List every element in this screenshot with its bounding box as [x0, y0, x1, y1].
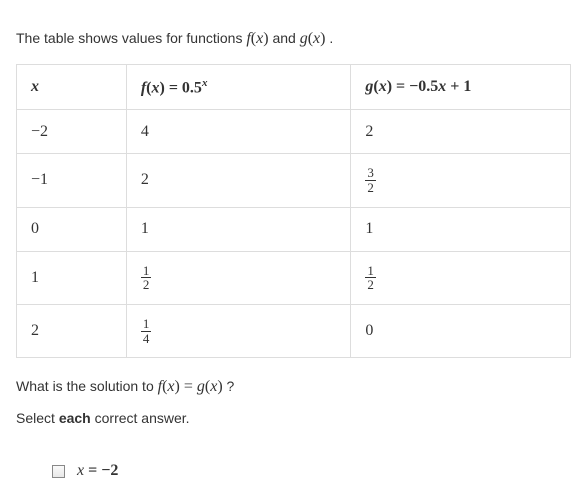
cell-x: 0 — [17, 207, 127, 251]
cell-x: −2 — [17, 110, 127, 154]
table-row: −242 — [17, 110, 571, 154]
f-of-x-inline: f(x) — [246, 30, 268, 47]
cell-x: −1 — [17, 154, 127, 207]
intro-mid: and — [272, 30, 299, 46]
cell-g: 1 — [351, 207, 571, 251]
select-post: correct answer. — [91, 410, 190, 426]
table-row: 11212 — [17, 251, 571, 304]
table-row: 2140 — [17, 304, 571, 357]
cell-f: 14 — [126, 304, 351, 357]
answer-option-1-label: x = −2 — [77, 462, 118, 480]
question-pre: What is the solution to — [16, 378, 158, 394]
table-header-row: x f(x) = 0.5x g(x) = −0.5x + 1 — [17, 65, 571, 110]
cell-g: 0 — [351, 304, 571, 357]
f-of-x-q: f(x) — [158, 378, 180, 395]
checkbox-icon[interactable] — [52, 465, 65, 478]
table-row: −1232 — [17, 154, 571, 207]
question-post: ? — [227, 378, 235, 394]
cell-f: 12 — [126, 251, 351, 304]
eq-sign: = — [180, 378, 197, 395]
cell-g: 2 — [351, 110, 571, 154]
intro-post: . — [329, 30, 333, 46]
g-of-x-inline: g(x) — [300, 30, 326, 47]
cell-f: 4 — [126, 110, 351, 154]
col-header-f: f(x) = 0.5x — [126, 65, 351, 110]
col-header-g: g(x) = −0.5x + 1 — [351, 65, 571, 110]
table-row: 011 — [17, 207, 571, 251]
cell-x: 1 — [17, 251, 127, 304]
cell-x: 2 — [17, 304, 127, 357]
g-of-x-q: g(x) — [197, 378, 223, 395]
select-pre: Select — [16, 410, 59, 426]
function-table: x f(x) = 0.5x g(x) = −0.5x + 1 −242−1232… — [16, 64, 571, 358]
intro-text: The table shows values for functions f(x… — [16, 30, 571, 48]
select-instruction: Select each correct answer. — [16, 410, 571, 426]
cell-f: 2 — [126, 154, 351, 207]
cell-f: 1 — [126, 207, 351, 251]
select-bold: each — [59, 410, 91, 426]
cell-g: 12 — [351, 251, 571, 304]
answer-option-1[interactable]: x = −2 — [52, 462, 571, 480]
cell-g: 32 — [351, 154, 571, 207]
col-header-x: x — [17, 65, 127, 110]
intro-pre: The table shows values for functions — [16, 30, 246, 46]
question-text: What is the solution to f(x) = g(x) ? — [16, 378, 571, 396]
